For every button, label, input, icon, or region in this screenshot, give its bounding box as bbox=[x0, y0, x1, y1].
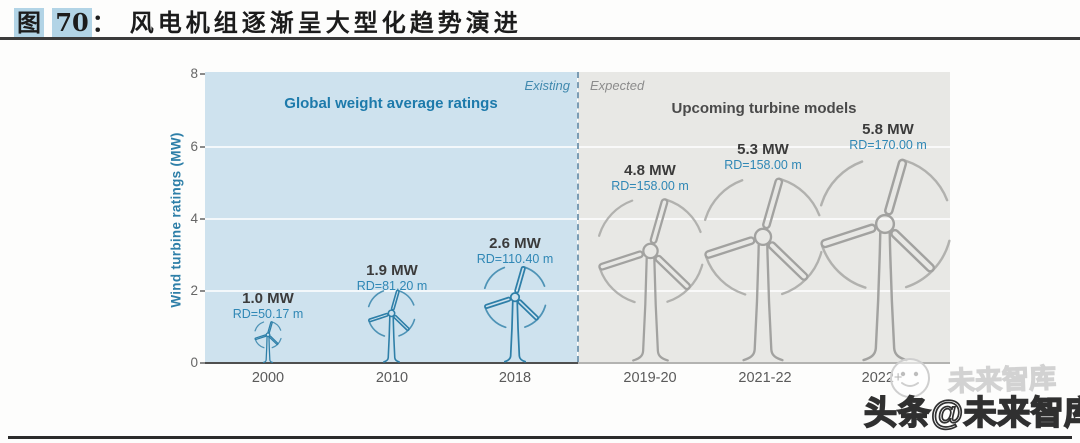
mw-value-2018: 2.6 MW bbox=[489, 235, 541, 252]
x-label-2000: 2000 bbox=[251, 370, 285, 386]
y-tick-0: 0 bbox=[190, 355, 198, 370]
figure-colon: ： bbox=[91, 8, 116, 37]
header-divider-rule bbox=[0, 37, 1080, 40]
x-axis-line-expected bbox=[578, 362, 950, 364]
mw-value-2010: 1.9 MW bbox=[366, 262, 418, 279]
rotor-diameter-2010: RD=81.20 m bbox=[356, 279, 428, 294]
datapoint-label-2021-22: 5.3 MW RD=158.00 m bbox=[724, 141, 801, 173]
watermark-smiley-icon bbox=[890, 358, 930, 398]
x-axis-line-existing bbox=[205, 362, 578, 364]
bottom-rule bbox=[8, 436, 1072, 439]
rotor-diameter-2019-20: RD=158.00 m bbox=[611, 179, 689, 194]
existing-panel bbox=[205, 72, 577, 362]
y-tick-4: 4 bbox=[190, 211, 198, 226]
existing-expected-divider bbox=[577, 72, 579, 362]
wind-turbine-icon-2019-20 bbox=[582, 182, 719, 362]
y-tick-2: 2 bbox=[190, 283, 198, 298]
expected-panel-title: Upcoming turbine models bbox=[671, 100, 857, 117]
x-label-2018: 2018 bbox=[498, 370, 532, 386]
x-label-2019-20: 2019-20 bbox=[623, 370, 677, 386]
wind-turbine-icon-2000 bbox=[250, 317, 286, 363]
y-tickmark-8 bbox=[200, 73, 205, 75]
mw-value-2000: 1.0 MW bbox=[242, 290, 294, 307]
datapoint-label-2000: 1.0 MW RD=50.17 m bbox=[233, 290, 304, 322]
mw-value-2021-22: 5.3 MW bbox=[737, 141, 789, 158]
figure-tag: 图 bbox=[14, 8, 44, 37]
wind-turbine-icon-2022 bbox=[800, 139, 970, 361]
expected-panel bbox=[578, 72, 950, 362]
y-tickmark-0 bbox=[200, 362, 205, 364]
figure-header: 图 70： 风电机组逐渐呈大型化趋势演进 bbox=[14, 3, 522, 38]
datapoint-label-2019-20: 4.8 MW RD=158.00 m bbox=[611, 162, 688, 194]
datapoint-label-2010: 1.9 MW RD=81.20 m bbox=[357, 262, 428, 294]
mw-value-2019-20: 4.8 MW bbox=[624, 162, 676, 179]
y-tick-6: 6 bbox=[190, 139, 198, 154]
expected-zone-label: Expected bbox=[590, 78, 645, 93]
y-tick-8: 8 bbox=[190, 66, 198, 81]
rotor-diameter-2018: RD=110.40 m bbox=[476, 252, 554, 267]
wind-turbine-icon-2018 bbox=[474, 257, 556, 362]
wind-turbine-icon-2021-22 bbox=[686, 160, 840, 361]
datapoint-label-2022: 5.8 MW RD=170.00 m bbox=[849, 121, 926, 153]
mw-value-2022: 5.8 MW bbox=[862, 121, 914, 138]
rotor-diameter-2021-22: RD=158.00 m bbox=[724, 158, 802, 173]
y-tickmark-2 bbox=[200, 290, 205, 292]
existing-panel-title: Global weight average ratings bbox=[284, 95, 498, 112]
figure-number: 70 bbox=[52, 8, 92, 37]
figure-title: 风电机组逐渐呈大型化趋势演进 bbox=[129, 8, 522, 37]
wind-turbine-icon-2010 bbox=[361, 283, 422, 363]
x-label-2021-22: 2021-22 bbox=[738, 370, 792, 386]
x-label-2010: 2010 bbox=[375, 370, 409, 386]
watermark-text: 头条@未来智库 bbox=[863, 393, 1080, 432]
rotor-diameter-2000: RD=50.17 m bbox=[232, 307, 304, 322]
y-tickmark-4 bbox=[200, 218, 205, 220]
existing-zone-label: Existing bbox=[524, 78, 570, 93]
datapoint-label-2018: 2.6 MW RD=110.40 m bbox=[477, 235, 554, 267]
rotor-diameter-2022: RD=170.00 m bbox=[849, 138, 927, 153]
y-tickmark-6 bbox=[200, 146, 205, 148]
